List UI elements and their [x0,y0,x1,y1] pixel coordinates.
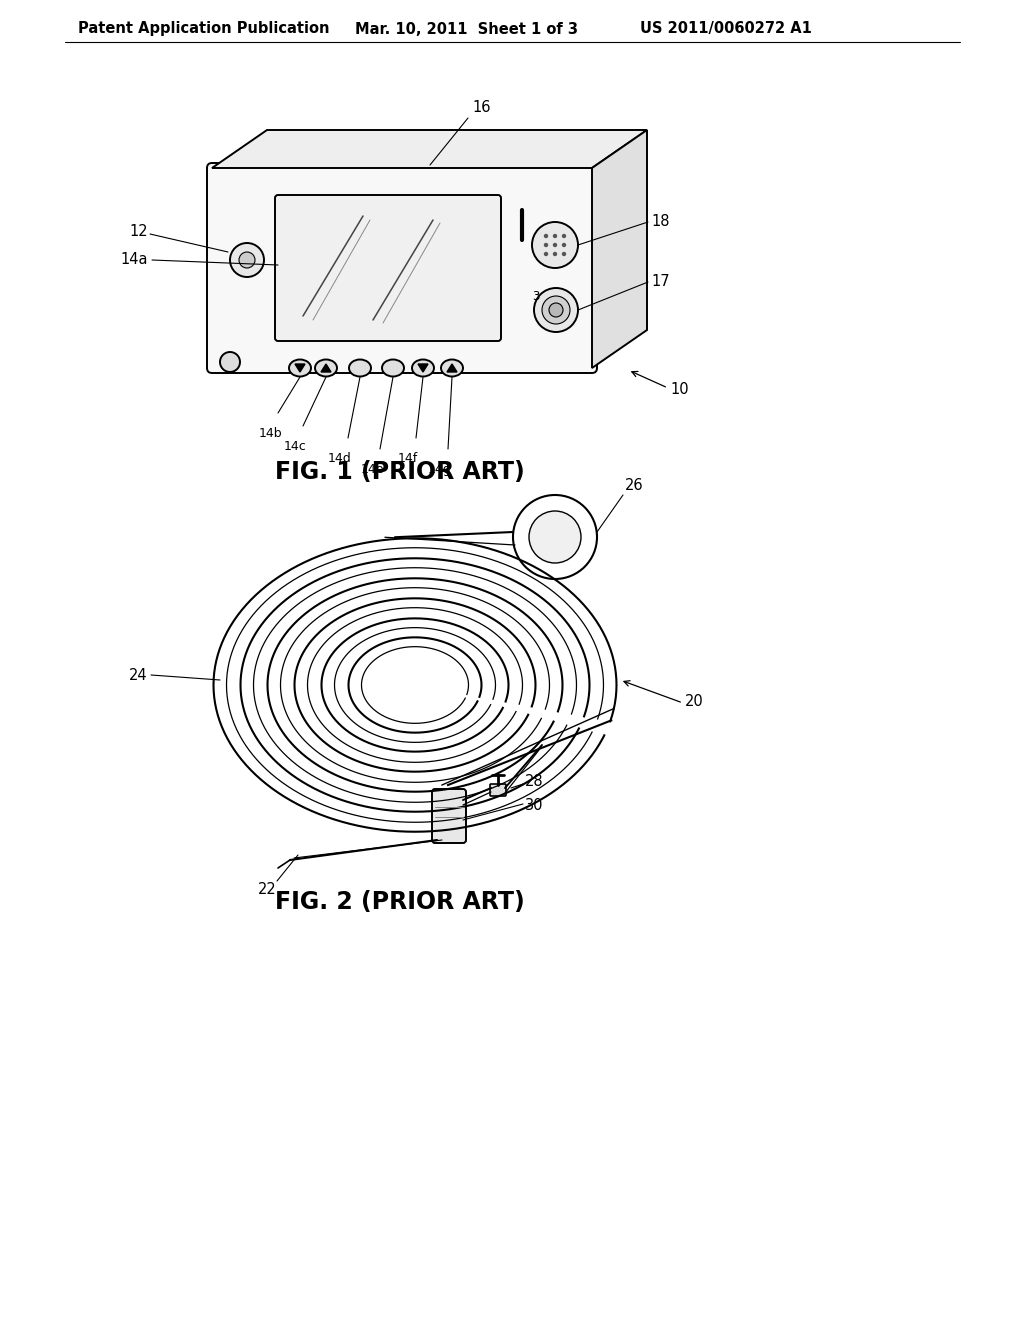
Text: Patent Application Publication: Patent Application Publication [78,21,330,37]
Text: 22: 22 [258,882,276,898]
Text: 14a: 14a [121,252,148,268]
Text: 14c: 14c [284,440,306,453]
Circle shape [562,243,566,247]
Circle shape [544,234,548,238]
FancyBboxPatch shape [490,784,506,796]
Circle shape [553,252,557,256]
Text: FIG. 1 (PRIOR ART): FIG. 1 (PRIOR ART) [275,459,525,484]
Polygon shape [212,129,647,168]
Polygon shape [418,364,428,372]
Circle shape [544,252,548,256]
FancyBboxPatch shape [275,195,501,341]
Polygon shape [321,364,331,372]
Text: US 2011/0060272 A1: US 2011/0060272 A1 [640,21,812,37]
Polygon shape [447,364,457,372]
Text: 30: 30 [525,799,544,813]
Text: 14g: 14g [428,463,452,477]
Text: 20: 20 [685,693,703,709]
Text: 10: 10 [670,383,688,397]
Circle shape [553,234,557,238]
Text: 17: 17 [651,275,670,289]
Text: 24: 24 [129,668,148,682]
Circle shape [239,252,255,268]
Text: 14e: 14e [360,463,384,477]
Ellipse shape [412,359,434,376]
Text: 12: 12 [129,224,148,239]
Ellipse shape [289,359,311,376]
Ellipse shape [349,359,371,376]
Circle shape [549,304,563,317]
Circle shape [529,511,581,564]
Text: 16: 16 [472,100,490,115]
Text: FIG. 2 (PRIOR ART): FIG. 2 (PRIOR ART) [275,890,525,913]
Text: 28: 28 [525,775,544,789]
Polygon shape [295,364,305,372]
FancyBboxPatch shape [207,162,597,374]
Circle shape [532,222,578,268]
Polygon shape [592,129,647,368]
Circle shape [562,234,566,238]
Circle shape [513,495,597,579]
Ellipse shape [315,359,337,376]
Circle shape [553,243,557,247]
Circle shape [562,252,566,256]
Text: 14d: 14d [328,451,352,465]
Text: 3: 3 [532,290,540,304]
Text: 18: 18 [651,214,670,230]
Circle shape [544,243,548,247]
Ellipse shape [382,359,404,376]
Text: 14f: 14f [398,451,418,465]
Text: 26: 26 [625,478,644,492]
Circle shape [534,288,578,333]
Circle shape [220,352,240,372]
Ellipse shape [441,359,463,376]
Circle shape [230,243,264,277]
FancyBboxPatch shape [432,789,466,843]
Circle shape [542,296,570,323]
Text: 14b: 14b [258,426,282,440]
Text: Mar. 10, 2011  Sheet 1 of 3: Mar. 10, 2011 Sheet 1 of 3 [355,21,578,37]
